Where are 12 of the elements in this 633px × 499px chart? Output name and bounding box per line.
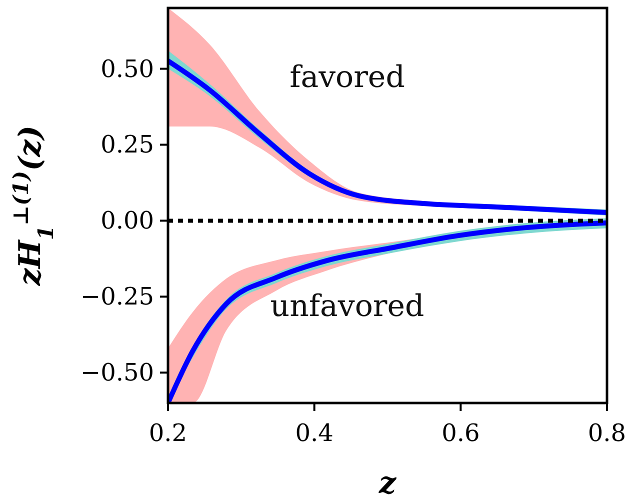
x-tick-label: 0.4 bbox=[295, 419, 334, 447]
y-tick-label: −0.25 bbox=[80, 282, 154, 311]
x-tick-label: 0.6 bbox=[442, 419, 480, 447]
x-axis-title: z bbox=[378, 466, 397, 499]
y-tick-label: 0.25 bbox=[100, 130, 154, 159]
annotation: favored bbox=[290, 60, 405, 95]
x-tick-label: 0.8 bbox=[588, 419, 626, 447]
y-tick-label: 0.00 bbox=[100, 206, 154, 235]
y-tick-label: 0.50 bbox=[100, 54, 154, 83]
y-tick-label: −0.50 bbox=[80, 358, 154, 387]
annotation: unfavored bbox=[270, 289, 424, 324]
x-tick-label: 0.2 bbox=[148, 419, 188, 447]
